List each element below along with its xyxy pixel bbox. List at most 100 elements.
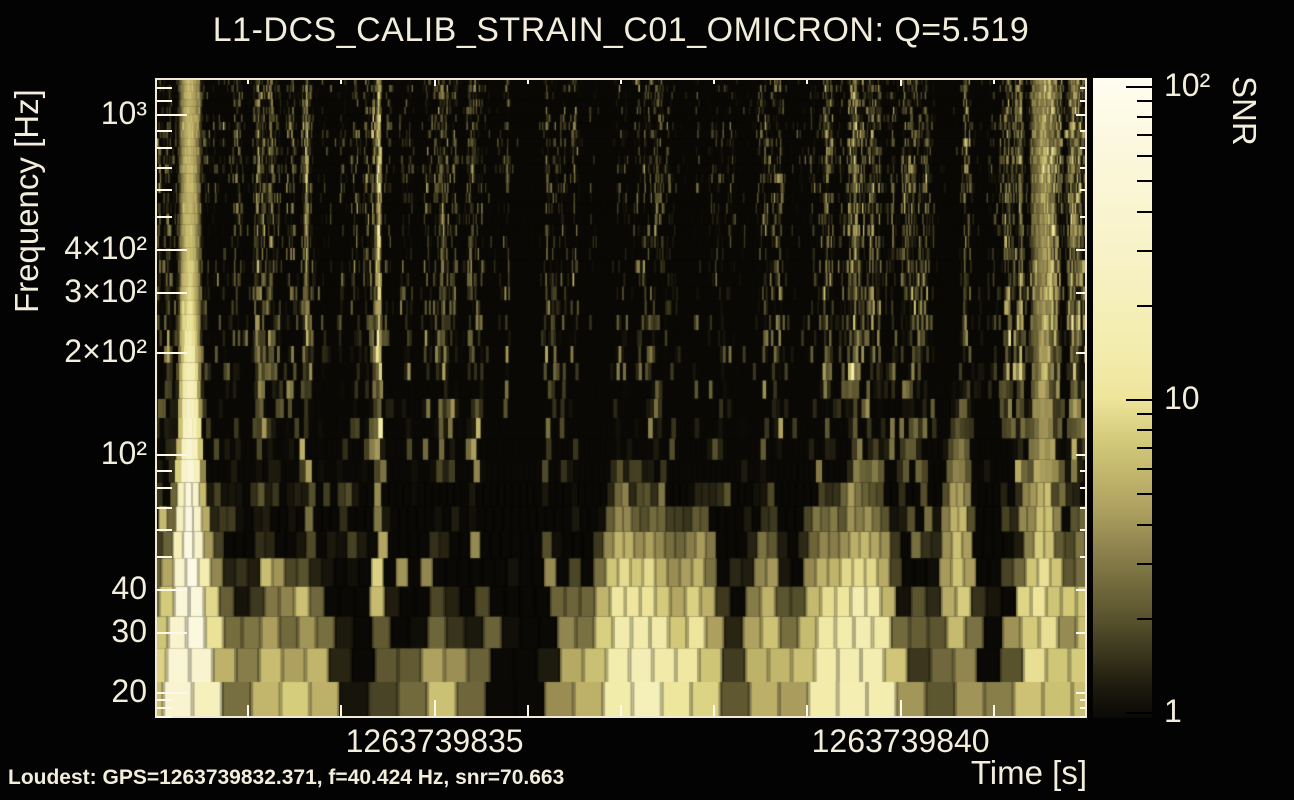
snr-colorbar [1093,78,1152,718]
y-minor-tick-mirror [1080,486,1085,489]
y-minor-tick-mirror [1080,129,1085,132]
colorbar-minor-tick [1137,134,1152,137]
y-major-tick [157,114,187,116]
y-minor-tick [157,715,172,718]
y-major-tick [157,454,187,456]
y-major-tick-mirror [1076,249,1085,252]
colorbar-major-tick [1126,712,1152,714]
y-minor-tick [157,469,172,472]
x-minor-tick [247,705,250,716]
snr-colorbar-label: SNR [1226,76,1263,146]
y-minor-tick [157,699,172,702]
y-minor-tick-mirror [1080,146,1085,149]
y-minor-tick-mirror [1080,506,1085,509]
colorbar-minor-tick [1137,562,1152,565]
y-tick-label: 10³ [100,95,147,132]
colorbar-minor-tick [1137,155,1152,158]
colorbar-minor-tick [1137,413,1152,416]
y-minor-tick-mirror [1080,715,1085,718]
y-minor-tick [157,166,172,169]
y-minor-tick [157,556,172,559]
y-minor-tick-mirror [1080,469,1085,472]
x-minor-tick [992,705,995,716]
y-tick-label: 4×10² [64,230,147,267]
colorbar-tick-label: 1 [1164,693,1182,730]
y-minor-tick-mirror [1080,189,1085,192]
y-major-tick [157,249,187,252]
x-major-tick-mirror [433,80,436,86]
y-major-tick-mirror [1076,691,1085,694]
x-tick-label: 1263739835 [345,723,524,759]
y-tick-label: 40 [111,570,147,607]
x-minor-tick [713,705,716,716]
y-minor-tick [157,87,172,90]
y-tick-label: 20 [111,672,147,709]
x-minor-tick-mirror [340,80,343,84]
y-major-tick [157,589,187,592]
colorbar-minor-tick [1137,523,1152,526]
y-minor-tick [157,99,172,102]
y-minor-tick [157,129,172,132]
colorbar-minor-tick [1137,468,1152,471]
x-minor-tick [526,705,529,716]
colorbar-minor-tick [1137,429,1152,432]
colorbar-minor-tick [1137,180,1152,183]
colorbar-minor-tick [1137,116,1152,119]
plot-title: L1-DCS_CALIB_STRAIN_C01_OMICRON: Q=5.519 [212,11,1030,49]
x-minor-tick-mirror [992,80,995,84]
y-minor-tick-mirror [1080,556,1085,559]
loudest-annotation: Loudest: GPS=1263739832.371, f=40.424 Hz… [8,766,565,789]
x-minor-tick-mirror [806,80,809,84]
x-minor-tick-mirror [713,80,716,84]
y-minor-tick-mirror [1080,699,1085,702]
y-tick-label: 2×10² [64,332,147,369]
y-minor-tick [157,707,172,710]
y-tick-label: 3×10² [64,272,147,309]
y-tick-label: 30 [111,612,147,649]
colorbar-minor-tick [1137,304,1152,307]
x-minor-tick [806,705,809,716]
x-major-tick [433,700,436,716]
y-major-tick-mirror [1076,291,1085,294]
colorbar-minor-tick [1137,447,1152,450]
y-minor-tick-mirror [1080,166,1085,169]
x-minor-tick [340,705,343,716]
y-major-tick-mirror [1076,589,1085,592]
y-major-tick-mirror [1076,454,1085,456]
x-tick-label: 1263739840 [811,723,990,759]
time-axis-label: Time [s] [970,754,1087,791]
x-major-tick [899,700,902,716]
colorbar-minor-tick [1137,249,1152,252]
y-minor-tick-mirror [1080,99,1085,102]
y-minor-tick [157,216,172,219]
colorbar-major-tick [1126,86,1152,88]
y-major-tick [157,291,187,294]
y-major-tick-mirror [1076,631,1085,634]
y-major-tick-mirror [1076,351,1085,354]
x-minor-tick [620,705,622,716]
colorbar-tick-label: 10² [1164,67,1211,104]
y-minor-tick [157,146,172,149]
colorbar-minor-tick [1137,617,1152,620]
y-major-tick [157,691,187,694]
y-tick-label: 10² [100,435,147,472]
y-major-tick [157,631,187,634]
y-minor-tick-mirror [1080,216,1085,219]
y-major-tick-mirror [1076,114,1085,116]
y-minor-tick [157,189,172,192]
x-minor-tick-mirror [526,80,529,84]
colorbar-minor-tick [1137,493,1152,496]
x-major-tick-mirror [899,80,902,86]
y-minor-tick-mirror [1080,87,1085,90]
y-minor-tick-mirror [1080,529,1085,532]
y-major-tick [157,351,187,354]
colorbar-tick-label: 10 [1164,380,1200,417]
y-minor-tick-mirror [1080,707,1085,710]
y-minor-tick [157,529,172,532]
x-minor-tick-mirror [247,80,250,84]
spectrogram-canvas [155,78,1087,718]
y-minor-tick [157,506,172,509]
x-minor-tick-mirror [620,80,622,84]
colorbar-minor-tick [1137,100,1152,103]
